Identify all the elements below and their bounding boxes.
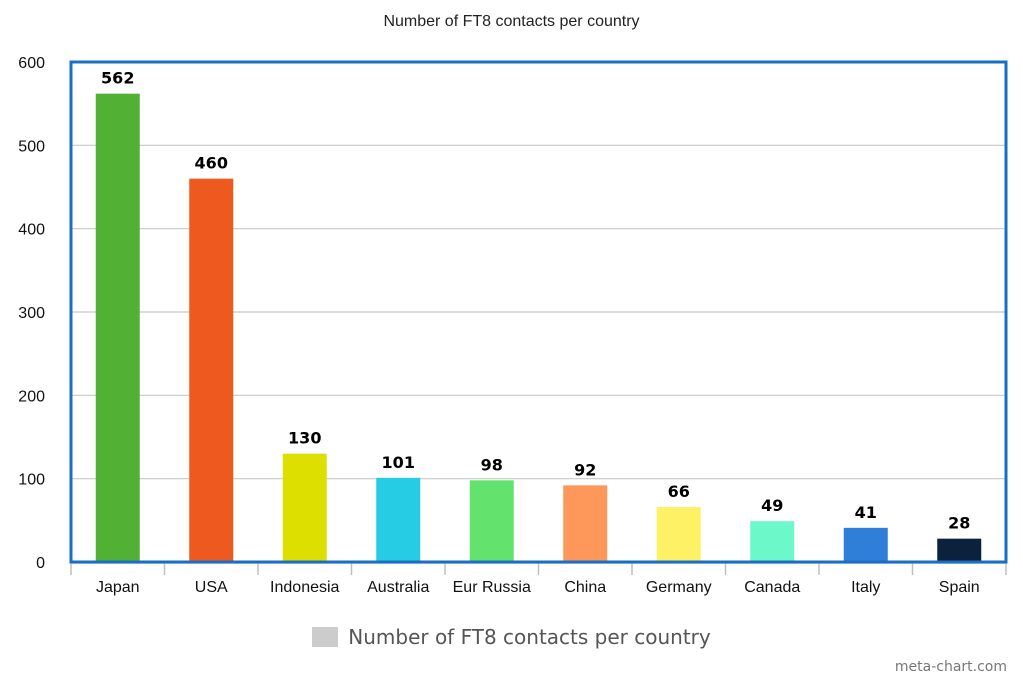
legend[interactable]: Number of FT8 contacts per country bbox=[0, 625, 1023, 649]
x-tick-label: Indonesia bbox=[270, 579, 339, 596]
x-tick-label: USA bbox=[195, 579, 228, 596]
bar-italy[interactable] bbox=[843, 527, 888, 562]
y-tick-label: 400 bbox=[18, 222, 45, 239]
y-tick-label: 500 bbox=[18, 138, 45, 155]
data-label: 28 bbox=[948, 514, 970, 533]
data-labels: 562 460 130 101 98 92 66 49 41 28 bbox=[101, 69, 970, 533]
y-tick-label: 0 bbox=[36, 555, 45, 572]
x-tick-label: Spain bbox=[939, 579, 980, 596]
bars bbox=[95, 93, 982, 563]
y-tick-label: 600 bbox=[18, 55, 45, 72]
bar-germany[interactable] bbox=[656, 507, 701, 562]
data-label: 101 bbox=[382, 453, 415, 472]
x-tick-label: Italy bbox=[851, 579, 880, 596]
data-label: 49 bbox=[761, 496, 783, 515]
bar-japan[interactable] bbox=[95, 93, 140, 563]
bar-usa[interactable] bbox=[189, 178, 234, 562]
y-axis: 0 100 200 300 400 500 600 bbox=[18, 55, 45, 572]
data-label: 66 bbox=[668, 482, 690, 501]
bar-eur-russia[interactable] bbox=[469, 480, 514, 562]
x-tick-label: Eur Russia bbox=[453, 579, 531, 596]
x-tick-label: Japan bbox=[96, 579, 140, 596]
data-label: 98 bbox=[481, 455, 503, 474]
data-label: 562 bbox=[101, 69, 134, 88]
bar-china[interactable] bbox=[563, 485, 608, 562]
data-label: 92 bbox=[574, 460, 596, 479]
x-tick-label: Canada bbox=[744, 579, 800, 596]
data-label: 460 bbox=[195, 154, 228, 173]
x-tick-label: Australia bbox=[367, 579, 429, 596]
x-axis: Japan USA Indonesia Australia Eur Russia Chin… bbox=[70, 562, 1007, 596]
y-tick-label: 100 bbox=[18, 472, 45, 489]
chart-title: Number of FT8 contacts per country bbox=[383, 13, 640, 30]
x-tick-label: Germany bbox=[646, 579, 712, 596]
bar-indonesia[interactable] bbox=[282, 453, 327, 562]
x-tick-label: China bbox=[564, 579, 606, 596]
bar-canada[interactable] bbox=[750, 521, 795, 562]
y-tick-label: 300 bbox=[18, 305, 45, 322]
y-tick-label: 200 bbox=[18, 388, 45, 405]
data-label: 41 bbox=[855, 503, 877, 522]
bar-australia[interactable] bbox=[376, 477, 421, 562]
plot-frame bbox=[69, 60, 1008, 564]
bar-spain[interactable] bbox=[937, 538, 982, 562]
credit-text: meta-chart.com bbox=[894, 659, 1007, 675]
legend-label: Number of FT8 contacts per country bbox=[348, 625, 711, 649]
data-label: 130 bbox=[288, 429, 321, 448]
legend-swatch bbox=[312, 627, 339, 647]
